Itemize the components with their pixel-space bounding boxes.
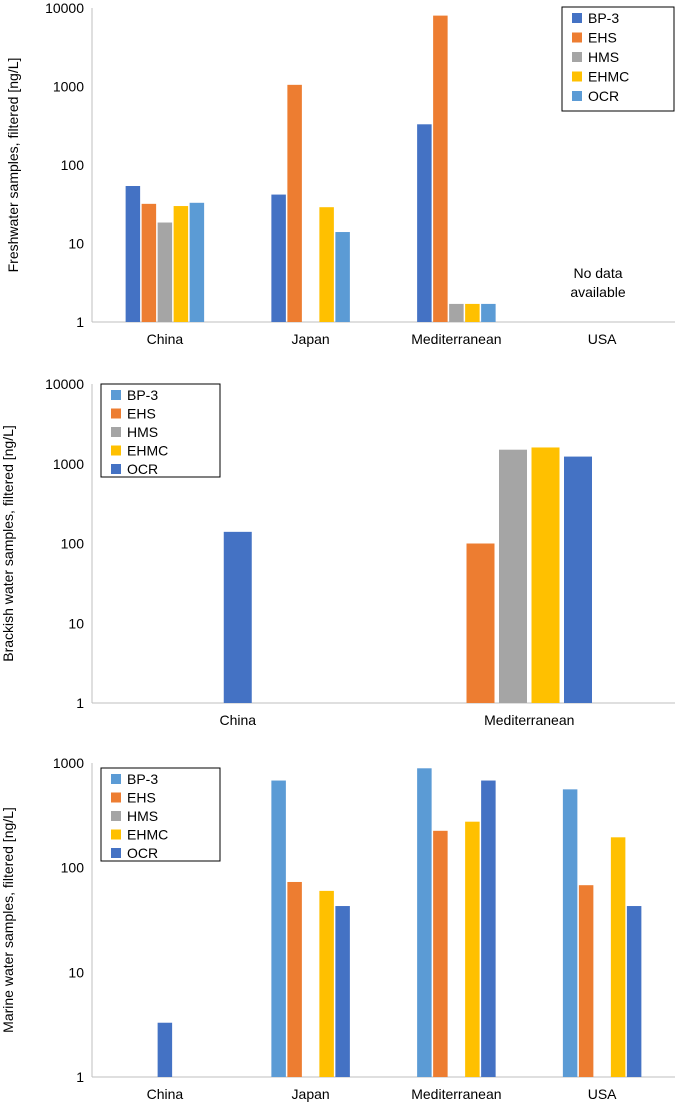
bar-ehmc-usa bbox=[610, 837, 626, 1077]
x-tick-label: China bbox=[147, 1086, 184, 1102]
bar-ehmc-mediterranean bbox=[465, 821, 480, 1077]
x-tick-label: Japan bbox=[292, 1086, 330, 1102]
no-data-annotation: available bbox=[570, 284, 625, 300]
y-tick-label: 1000 bbox=[53, 755, 84, 771]
bar-ehs-japan bbox=[287, 881, 302, 1077]
legend-entry: HMS bbox=[588, 49, 619, 65]
legend-swatch bbox=[572, 52, 582, 62]
bar-bp-3-japan bbox=[271, 780, 286, 1077]
y-tick-label: 100 bbox=[61, 860, 85, 876]
bar-ehs-usa bbox=[578, 885, 594, 1077]
y-axis-label: Brackish water samples, filtered [ng/L] bbox=[0, 425, 16, 662]
chart-panel-2: 1 10 100 1000 10000 Brackish water samples, f… bbox=[0, 376, 675, 728]
bar-ehs-japan bbox=[287, 84, 302, 322]
bar-ehs-mediterranean bbox=[433, 830, 448, 1077]
legend-swatch bbox=[111, 792, 121, 803]
legend-entry: EHMC bbox=[127, 827, 168, 843]
x-tick-label: USA bbox=[588, 1086, 617, 1102]
legend-swatch bbox=[572, 13, 582, 23]
y-tick-label: 1 bbox=[76, 314, 84, 330]
legend-entry: HMS bbox=[127, 808, 158, 824]
legend-entry: EHMC bbox=[127, 443, 168, 459]
bar-ehmc-japan bbox=[319, 207, 334, 322]
bar-bp-3-usa bbox=[562, 789, 578, 1077]
legend: BP-3 EHS HMS EHMC OCR bbox=[100, 383, 221, 478]
bar-ocr-china bbox=[223, 531, 252, 703]
y-tick-label: 10000 bbox=[45, 376, 84, 392]
bar-ocr-mediterranean bbox=[481, 303, 496, 322]
bar-bp-3-japan bbox=[271, 194, 286, 322]
chart-panel-1: 1 10 100 1000 10000 Freshwater samples, filte… bbox=[5, 0, 675, 347]
bar-ocr-japan bbox=[335, 906, 350, 1077]
y-tick-label: 10000 bbox=[45, 0, 84, 16]
bar-ehs-mediterranean bbox=[433, 15, 448, 323]
y-tick-label: 1 bbox=[76, 695, 84, 711]
legend-entry: BP-3 bbox=[127, 771, 158, 787]
legend-swatch bbox=[111, 408, 121, 419]
y-tick-label: 10 bbox=[68, 964, 84, 980]
legend-entry: EHMC bbox=[588, 69, 629, 85]
y-tick-label: 100 bbox=[61, 536, 85, 552]
legend-entry: BP-3 bbox=[127, 387, 158, 403]
y-tick-label: 1000 bbox=[53, 456, 84, 472]
bar-ehmc-china bbox=[173, 206, 189, 322]
bar-ehmc-japan bbox=[319, 890, 334, 1077]
legend-swatch bbox=[111, 445, 121, 456]
no-data-annotation: No data bbox=[573, 265, 622, 281]
bar-bp-3-mediterranean bbox=[417, 768, 432, 1077]
bar-hms-mediterranean bbox=[449, 303, 464, 322]
y-axis-label: Freshwater samples, filtered [ng/L] bbox=[5, 58, 21, 273]
legend-swatch bbox=[111, 848, 121, 858]
legend-entry: EHS bbox=[588, 30, 617, 46]
legend-swatch bbox=[572, 32, 582, 43]
legend: BP-3 EHS HMS EHMC OCR bbox=[100, 767, 221, 862]
bar-ehmc-mediterranean bbox=[531, 447, 560, 703]
y-tick-label: 10 bbox=[68, 615, 84, 631]
legend: BP-3 EHS HMS EHMC OCR bbox=[561, 6, 675, 112]
bar-ocr-mediterranean bbox=[481, 780, 496, 1077]
bar-ocr-china bbox=[189, 202, 205, 322]
legend-swatch bbox=[111, 427, 121, 437]
legend-swatch bbox=[111, 811, 121, 821]
x-tick-label: Japan bbox=[292, 331, 330, 347]
legend-entry: EHS bbox=[127, 406, 156, 422]
legend-swatch bbox=[572, 71, 582, 82]
y-tick-label: 1000 bbox=[53, 79, 84, 95]
bar-hms-china bbox=[157, 222, 173, 322]
legend-swatch bbox=[111, 464, 121, 474]
legend-swatch bbox=[111, 829, 121, 840]
legend-entry: BP-3 bbox=[588, 10, 619, 26]
legend-entry: OCR bbox=[127, 461, 158, 477]
bar-hms-mediterranean bbox=[499, 449, 527, 703]
chart-panel-3: 1 10 100 1000 Marine water samples, filtered… bbox=[0, 755, 675, 1102]
legend-entry: OCR bbox=[127, 845, 158, 861]
bar-ocr-mediterranean bbox=[564, 456, 592, 703]
x-tick-label: Mediterranean bbox=[484, 712, 574, 728]
bar-ocr-china bbox=[157, 1022, 173, 1077]
bar-ehmc-mediterranean bbox=[465, 303, 480, 322]
x-tick-label: Mediterranean bbox=[411, 1086, 501, 1102]
bar-ehs-china bbox=[141, 203, 157, 322]
y-tick-label: 10 bbox=[68, 236, 84, 252]
y-axis-label: Marine water samples, filtered [ng/L] bbox=[0, 807, 16, 1033]
x-tick-label: China bbox=[219, 712, 256, 728]
legend-swatch bbox=[572, 91, 582, 101]
bar-ehs-mediterranean bbox=[466, 543, 495, 703]
legend-swatch bbox=[111, 774, 121, 784]
legend-swatch bbox=[111, 390, 121, 400]
legend-entry: OCR bbox=[588, 88, 619, 104]
x-tick-label: Mediterranean bbox=[411, 331, 501, 347]
x-tick-label: USA bbox=[588, 331, 617, 347]
y-tick-label: 100 bbox=[61, 157, 85, 173]
y-tick-label: 1 bbox=[76, 1069, 84, 1085]
legend-entry: EHS bbox=[127, 790, 156, 806]
bar-ocr-usa bbox=[626, 906, 642, 1077]
bar-bp-3-china bbox=[125, 186, 141, 322]
bar-ocr-japan bbox=[335, 232, 350, 322]
bar-bp-3-mediterranean bbox=[417, 124, 432, 322]
x-tick-label: China bbox=[147, 331, 184, 347]
legend-entry: HMS bbox=[127, 424, 158, 440]
